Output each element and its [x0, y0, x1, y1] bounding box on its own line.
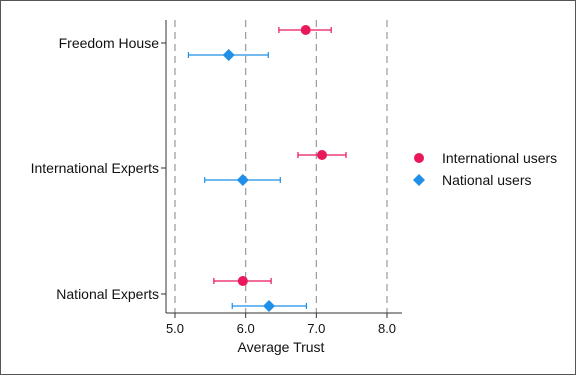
legend-marker-0	[414, 153, 424, 163]
point-s0-c2	[237, 276, 248, 286]
axes	[161, 20, 402, 318]
axis-labels: 5.0 6.0 7.0 8.0 Freedom House International E…	[31, 35, 396, 355]
legend-marker-1	[413, 174, 425, 186]
x-tick-label-2: 7.0	[307, 321, 325, 336]
legend: International users National users	[413, 150, 557, 188]
point-s1-c2	[262, 300, 275, 312]
data-marks	[187, 25, 347, 312]
grid-lines	[174, 20, 388, 313]
x-tick-label-1: 6.0	[237, 321, 255, 336]
point-s0-c1	[316, 150, 327, 160]
x-axis-title: Average Trust	[238, 339, 325, 355]
category-label-2: National Experts	[56, 286, 159, 302]
point-s0-c0	[300, 25, 311, 35]
point-s1-c0	[222, 49, 235, 61]
x-tick-label-3: 8.0	[378, 321, 396, 336]
legend-label-1: National users	[442, 172, 532, 188]
point-s1-c1	[236, 174, 249, 186]
legend-label-0: International users	[442, 150, 557, 166]
x-tick-label-0: 5.0	[166, 321, 184, 336]
category-label-0: Freedom House	[59, 35, 160, 51]
category-label-1: International Experts	[31, 160, 159, 176]
